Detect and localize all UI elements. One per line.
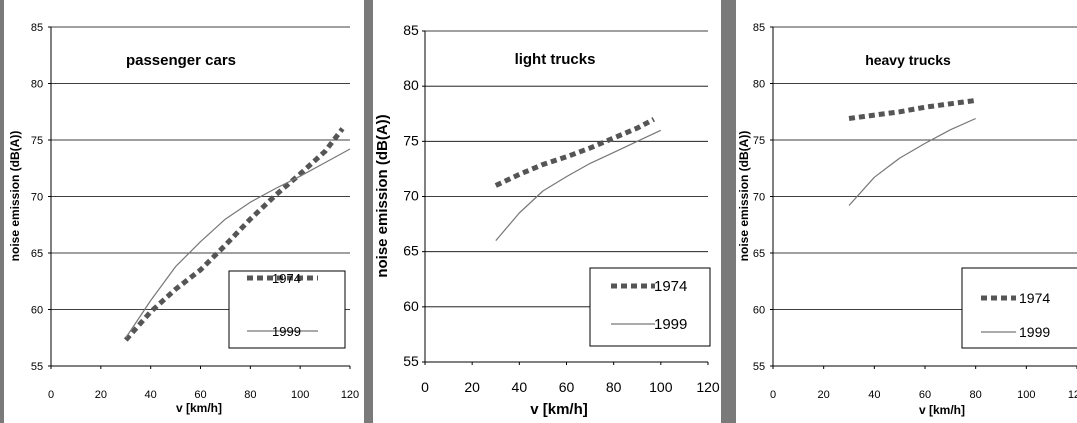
y-tick-label: 65 (403, 243, 419, 259)
y-tick-label: 60 (31, 305, 43, 317)
y-tick-label: 55 (403, 353, 419, 369)
legend-label-1999: 1999 (272, 324, 301, 339)
y-tick-label: 80 (753, 79, 765, 91)
x-tick-label: 0 (770, 389, 776, 401)
legend-label-1999: 1999 (1019, 324, 1050, 340)
panel-light-trucks: 55 60 65 70 75 80 85 0 20 40 60 80 100 120 light truck… (373, 0, 721, 423)
y-tick-label: 55 (753, 361, 765, 373)
series-line-1974 (494, 117, 655, 188)
x-tick-label: 60 (559, 379, 575, 395)
y-tick-label: 60 (403, 298, 419, 314)
panel-heavy-trucks: 55 60 65 70 75 80 85 0 20 40 60 80 100 120 heavy truck… (736, 0, 1077, 423)
y-tick-label: 65 (753, 248, 765, 260)
x-tick-label: 60 (919, 389, 931, 401)
y-tick-label: 70 (31, 192, 43, 204)
legend-label-1999: 1999 (654, 316, 687, 333)
y-tick-label: 75 (753, 135, 765, 147)
y-tick-label: 80 (403, 77, 419, 93)
x-tick-label: 20 (464, 379, 480, 395)
x-axis-label: v [km/h] (530, 401, 588, 418)
legend-label-1974: 1974 (1019, 290, 1050, 306)
y-tick-label: 55 (31, 361, 43, 373)
x-tick-label: 120 (696, 379, 720, 395)
x-tick-label: 80 (244, 389, 256, 401)
x-tick-label: 60 (194, 389, 206, 401)
x-tick-label: 20 (95, 389, 107, 401)
y-axis-label: noise emission (dB(A)) (374, 114, 391, 277)
legend-box (589, 267, 711, 347)
x-tick-label: 80 (606, 379, 622, 395)
x-tick-label: 40 (145, 389, 157, 401)
x-tick-label: 0 (48, 389, 54, 401)
x-axis-label: v [km/h] (176, 401, 222, 415)
series-line-1974 (123, 127, 345, 342)
x-tick-label: 40 (512, 379, 528, 395)
y-axis-label: noise emission (dB(A)) (8, 131, 22, 262)
chart-light-trucks: 55 60 65 70 75 80 85 0 20 40 60 80 100 120 light truck… (374, 22, 720, 418)
series-line-1999 (495, 129, 662, 241)
chart-passenger-cars: 55 60 65 70 75 80 85 0 20 40 60 80 100 120 passenger c… (8, 22, 359, 415)
x-tick-label: 40 (868, 389, 880, 401)
y-tick-label: 70 (753, 192, 765, 204)
series-line-1999 (848, 117, 976, 206)
x-tick-label: 80 (970, 389, 982, 401)
y-tick-label: 85 (403, 22, 419, 38)
panel-passenger-cars: 55 60 65 70 75 80 85 0 20 40 60 80 100 120 passenger c… (4, 0, 364, 423)
chart-heavy-trucks: 55 60 65 70 75 80 85 0 20 40 60 80 100 120 heavy truck… (737, 22, 1077, 417)
legend-label-1974: 1974 (654, 278, 687, 295)
x-tick-label: 20 (818, 389, 830, 401)
y-tick-label: 85 (753, 22, 765, 34)
y-tick-label: 65 (31, 248, 43, 260)
x-tick-label: 100 (649, 379, 673, 395)
legend-label-1974: 1974 (272, 271, 301, 286)
x-tick-label: 0 (421, 379, 429, 395)
x-tick-label: 120 (1068, 389, 1077, 401)
y-tick-label: 85 (31, 22, 43, 34)
series-line-1974 (848, 97, 977, 121)
legend-box (228, 270, 346, 349)
chart-title: passenger cars (126, 52, 236, 69)
legend-box (961, 267, 1077, 349)
y-axis-label: noise emission (dB(A)) (737, 131, 751, 262)
x-axis-label: v [km/h] (919, 403, 965, 417)
chart-title: heavy trucks (865, 52, 951, 68)
y-tick-label: 70 (403, 188, 419, 204)
x-tick-label: 100 (1017, 389, 1035, 401)
x-tick-label: 100 (291, 389, 309, 401)
y-tick-label: 80 (31, 79, 43, 91)
y-tick-label: 75 (403, 132, 419, 148)
series-line-1999 (125, 148, 351, 339)
y-tick-label: 60 (753, 305, 765, 317)
chart-title: light trucks (515, 51, 596, 68)
y-tick-label: 75 (31, 135, 43, 147)
x-tick-label: 120 (341, 389, 359, 401)
